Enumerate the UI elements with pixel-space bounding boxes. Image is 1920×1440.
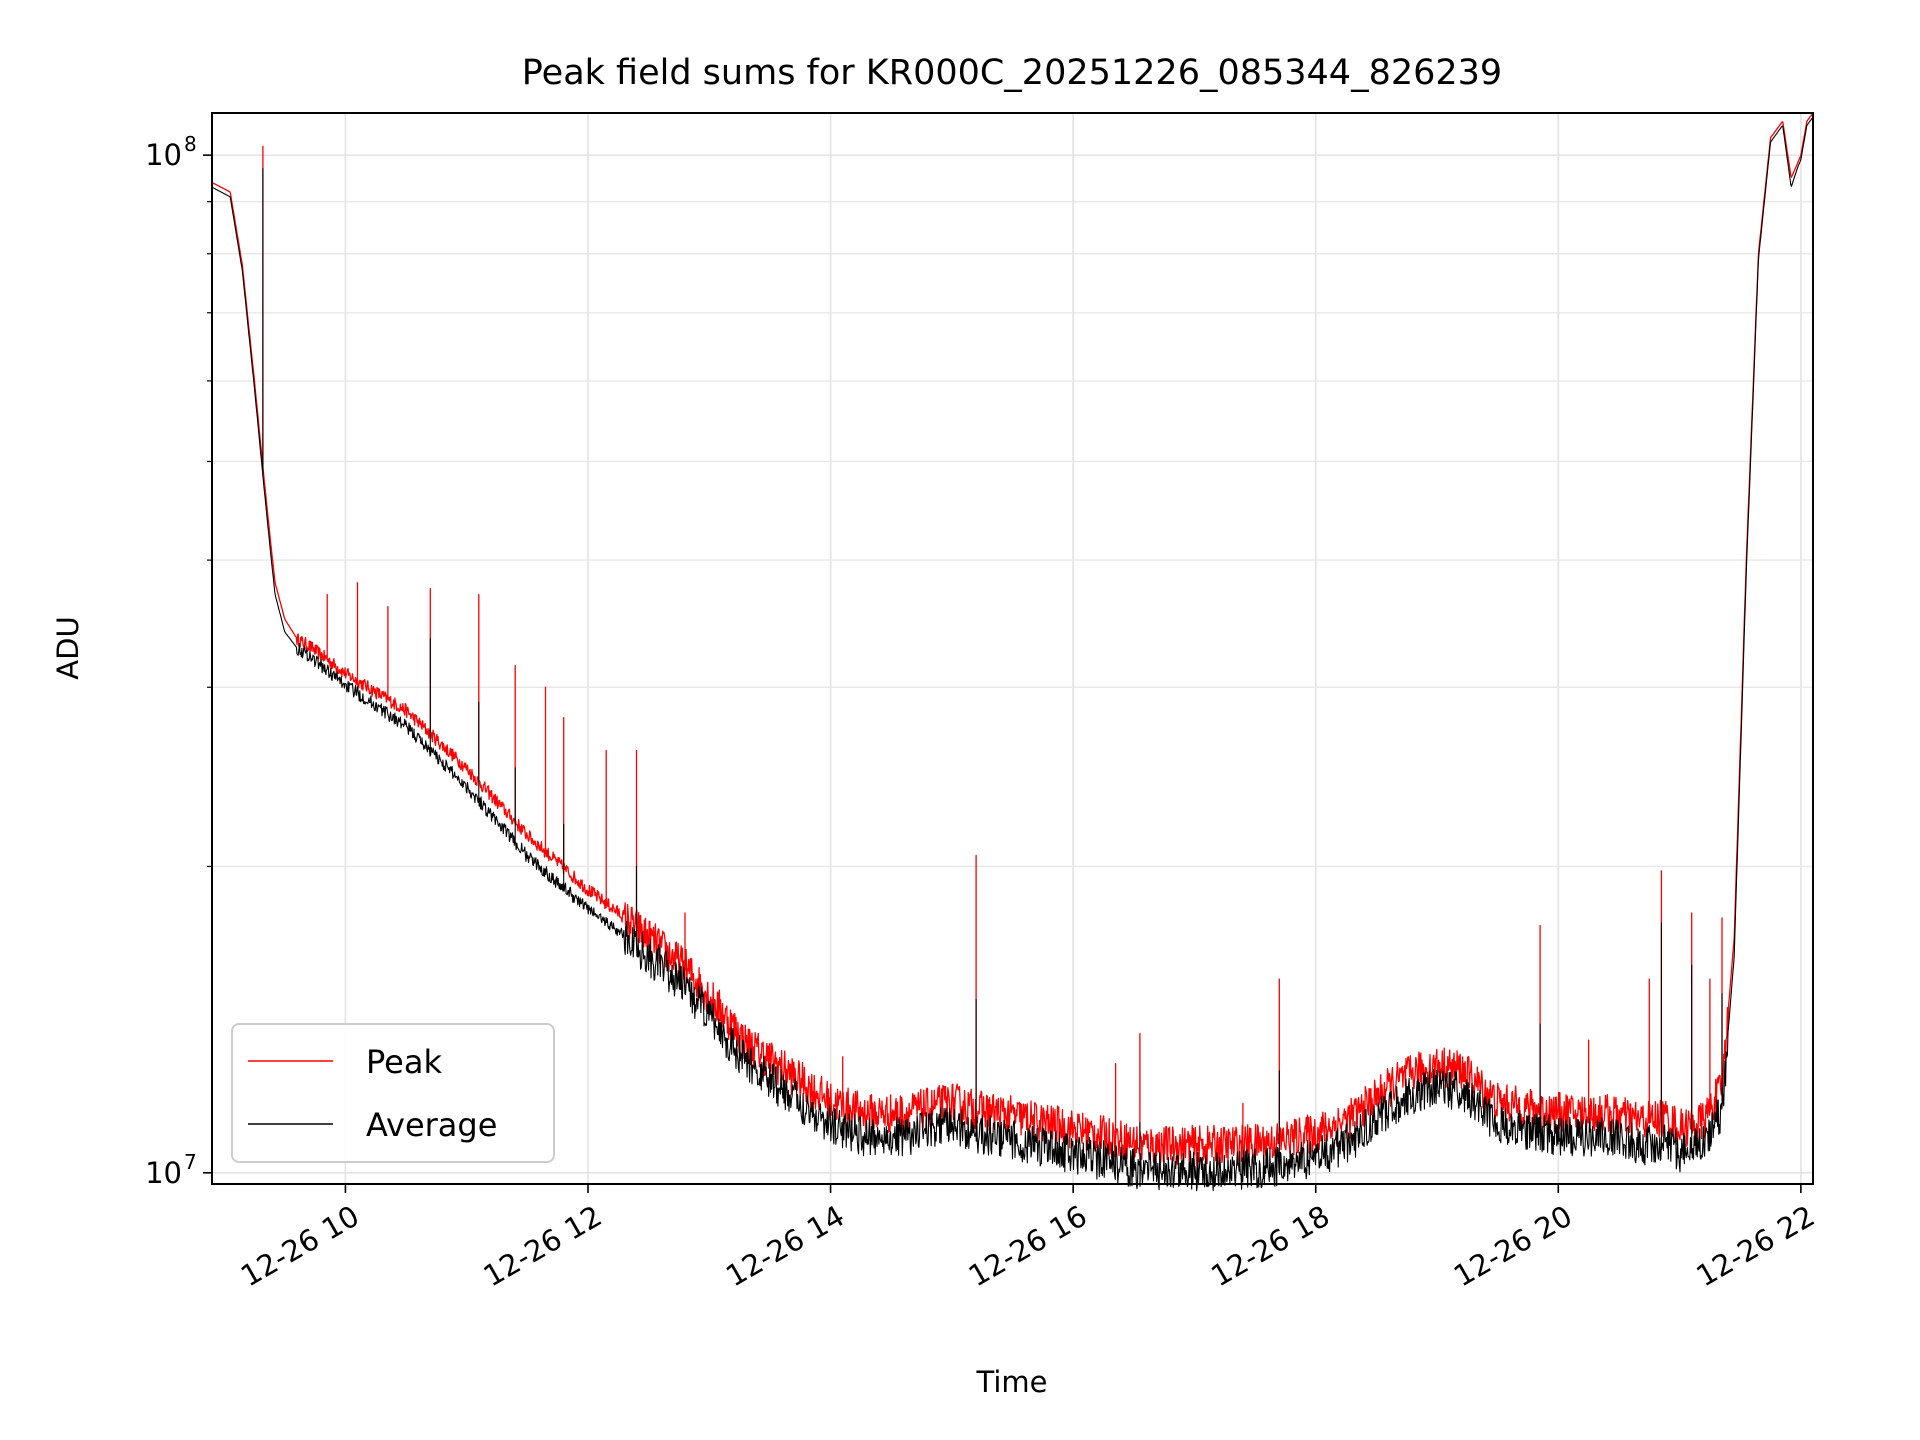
series-line-average	[211, 116, 1814, 1192]
chart-title: Peak field sums for KR000C_20251226_0853…	[522, 53, 1502, 93]
y-axis-label: ADU	[51, 616, 85, 679]
y-tick-label-exponent: 7	[184, 1150, 197, 1174]
y-tick-label-exponent: 8	[184, 132, 197, 156]
series-line-peak	[211, 112, 1814, 1166]
y-tick-label: 10	[145, 138, 182, 172]
legend-label-average: Average	[366, 1106, 497, 1144]
x-axis-label: Time	[976, 1365, 1048, 1399]
y-tick-label: 10	[145, 1156, 182, 1190]
plot-series	[211, 112, 1814, 1192]
legend-box	[231, 1023, 555, 1163]
legend-label-peak: Peak	[366, 1043, 442, 1081]
plot-frame	[211, 112, 1814, 1185]
legend: Peak Average	[231, 1023, 555, 1163]
